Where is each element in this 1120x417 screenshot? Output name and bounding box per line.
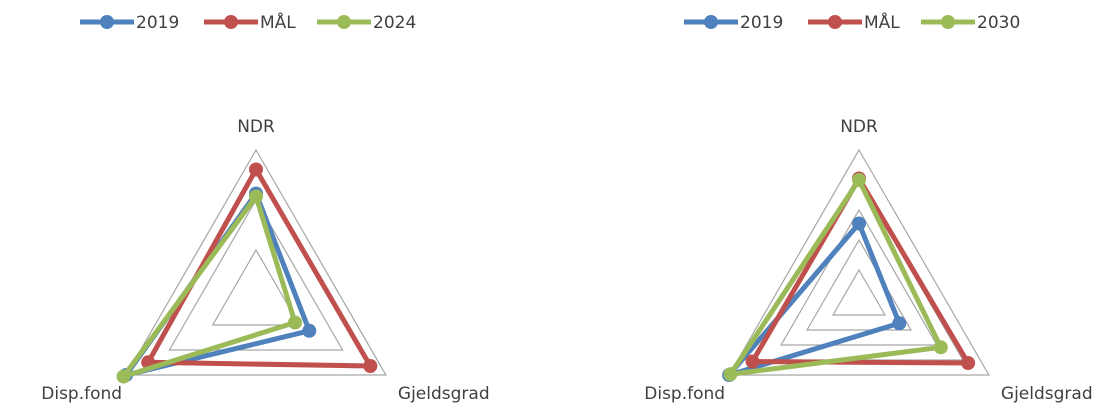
axis-label-gjeldsgrad: Gjeldsgrad: [1001, 384, 1093, 404]
data-point: [723, 367, 738, 382]
data-point: [892, 316, 907, 331]
data-point: [249, 189, 263, 204]
legend-swatch-marker: [100, 15, 114, 29]
grid-ring: [831, 268, 887, 316]
legend-swatch-marker: [224, 15, 238, 29]
series-2024: [116, 189, 302, 384]
radar-grid: [125, 148, 387, 376]
axis-label-ndr: NDR: [840, 117, 878, 137]
legend: 2019 MÅL 2030: [684, 11, 1020, 33]
data-point: [933, 340, 948, 355]
axis-label-ndr: NDR: [237, 117, 275, 137]
axis-label-disp-fond: Disp.fond: [644, 384, 725, 404]
grid-ring: [728, 148, 990, 376]
radar-chart-1: NDR Gjeldsgrad Disp.fond 2019 MÅL 2024: [41, 11, 489, 404]
legend: 2019 MÅL 2024: [80, 11, 416, 33]
legend-item: MÅL: [808, 11, 900, 33]
legend-label: MÅL: [864, 11, 900, 33]
axis-label-disp-fond: Disp.fond: [41, 384, 122, 404]
legend-label: 2030: [977, 13, 1020, 33]
legend-label: 2019: [136, 13, 179, 33]
legend-swatch-marker: [941, 15, 955, 29]
data-point: [116, 369, 131, 384]
grid-ring: [780, 208, 938, 346]
series-line: [121, 194, 298, 379]
legend-swatch-marker: [337, 15, 351, 29]
data-point: [852, 216, 866, 231]
series-m-l: [745, 171, 976, 370]
data-point: [961, 356, 976, 370]
data-point: [363, 359, 378, 373]
legend-item: 2024: [317, 13, 416, 33]
legend-item: 2019: [684, 13, 783, 33]
radar-chart-2: NDR Gjeldsgrad Disp.fond 2019 MÅL 2030: [644, 11, 1092, 404]
legend-label: 2024: [373, 13, 416, 33]
grid-ring: [168, 198, 344, 351]
legend-label: 2019: [740, 13, 783, 33]
data-point: [288, 315, 302, 330]
grid-ring: [211, 248, 301, 326]
legend-item: 2030: [921, 13, 1020, 33]
data-point: [852, 173, 866, 187]
series-2030: [723, 173, 948, 382]
series-line: [750, 176, 971, 366]
grid-ring: [125, 148, 387, 376]
series-line: [726, 221, 902, 378]
legend-label: MÅL: [260, 11, 296, 33]
data-point: [745, 354, 760, 369]
legend-swatch-marker: [828, 15, 842, 29]
data-point: [249, 162, 263, 177]
data-point: [302, 323, 317, 338]
axis-label-gjeldsgrad: Gjeldsgrad: [398, 384, 490, 404]
series-line: [727, 177, 944, 377]
legend-item: MÅL: [204, 11, 296, 33]
legend-swatch-marker: [704, 15, 718, 29]
legend-item: 2019: [80, 13, 179, 33]
